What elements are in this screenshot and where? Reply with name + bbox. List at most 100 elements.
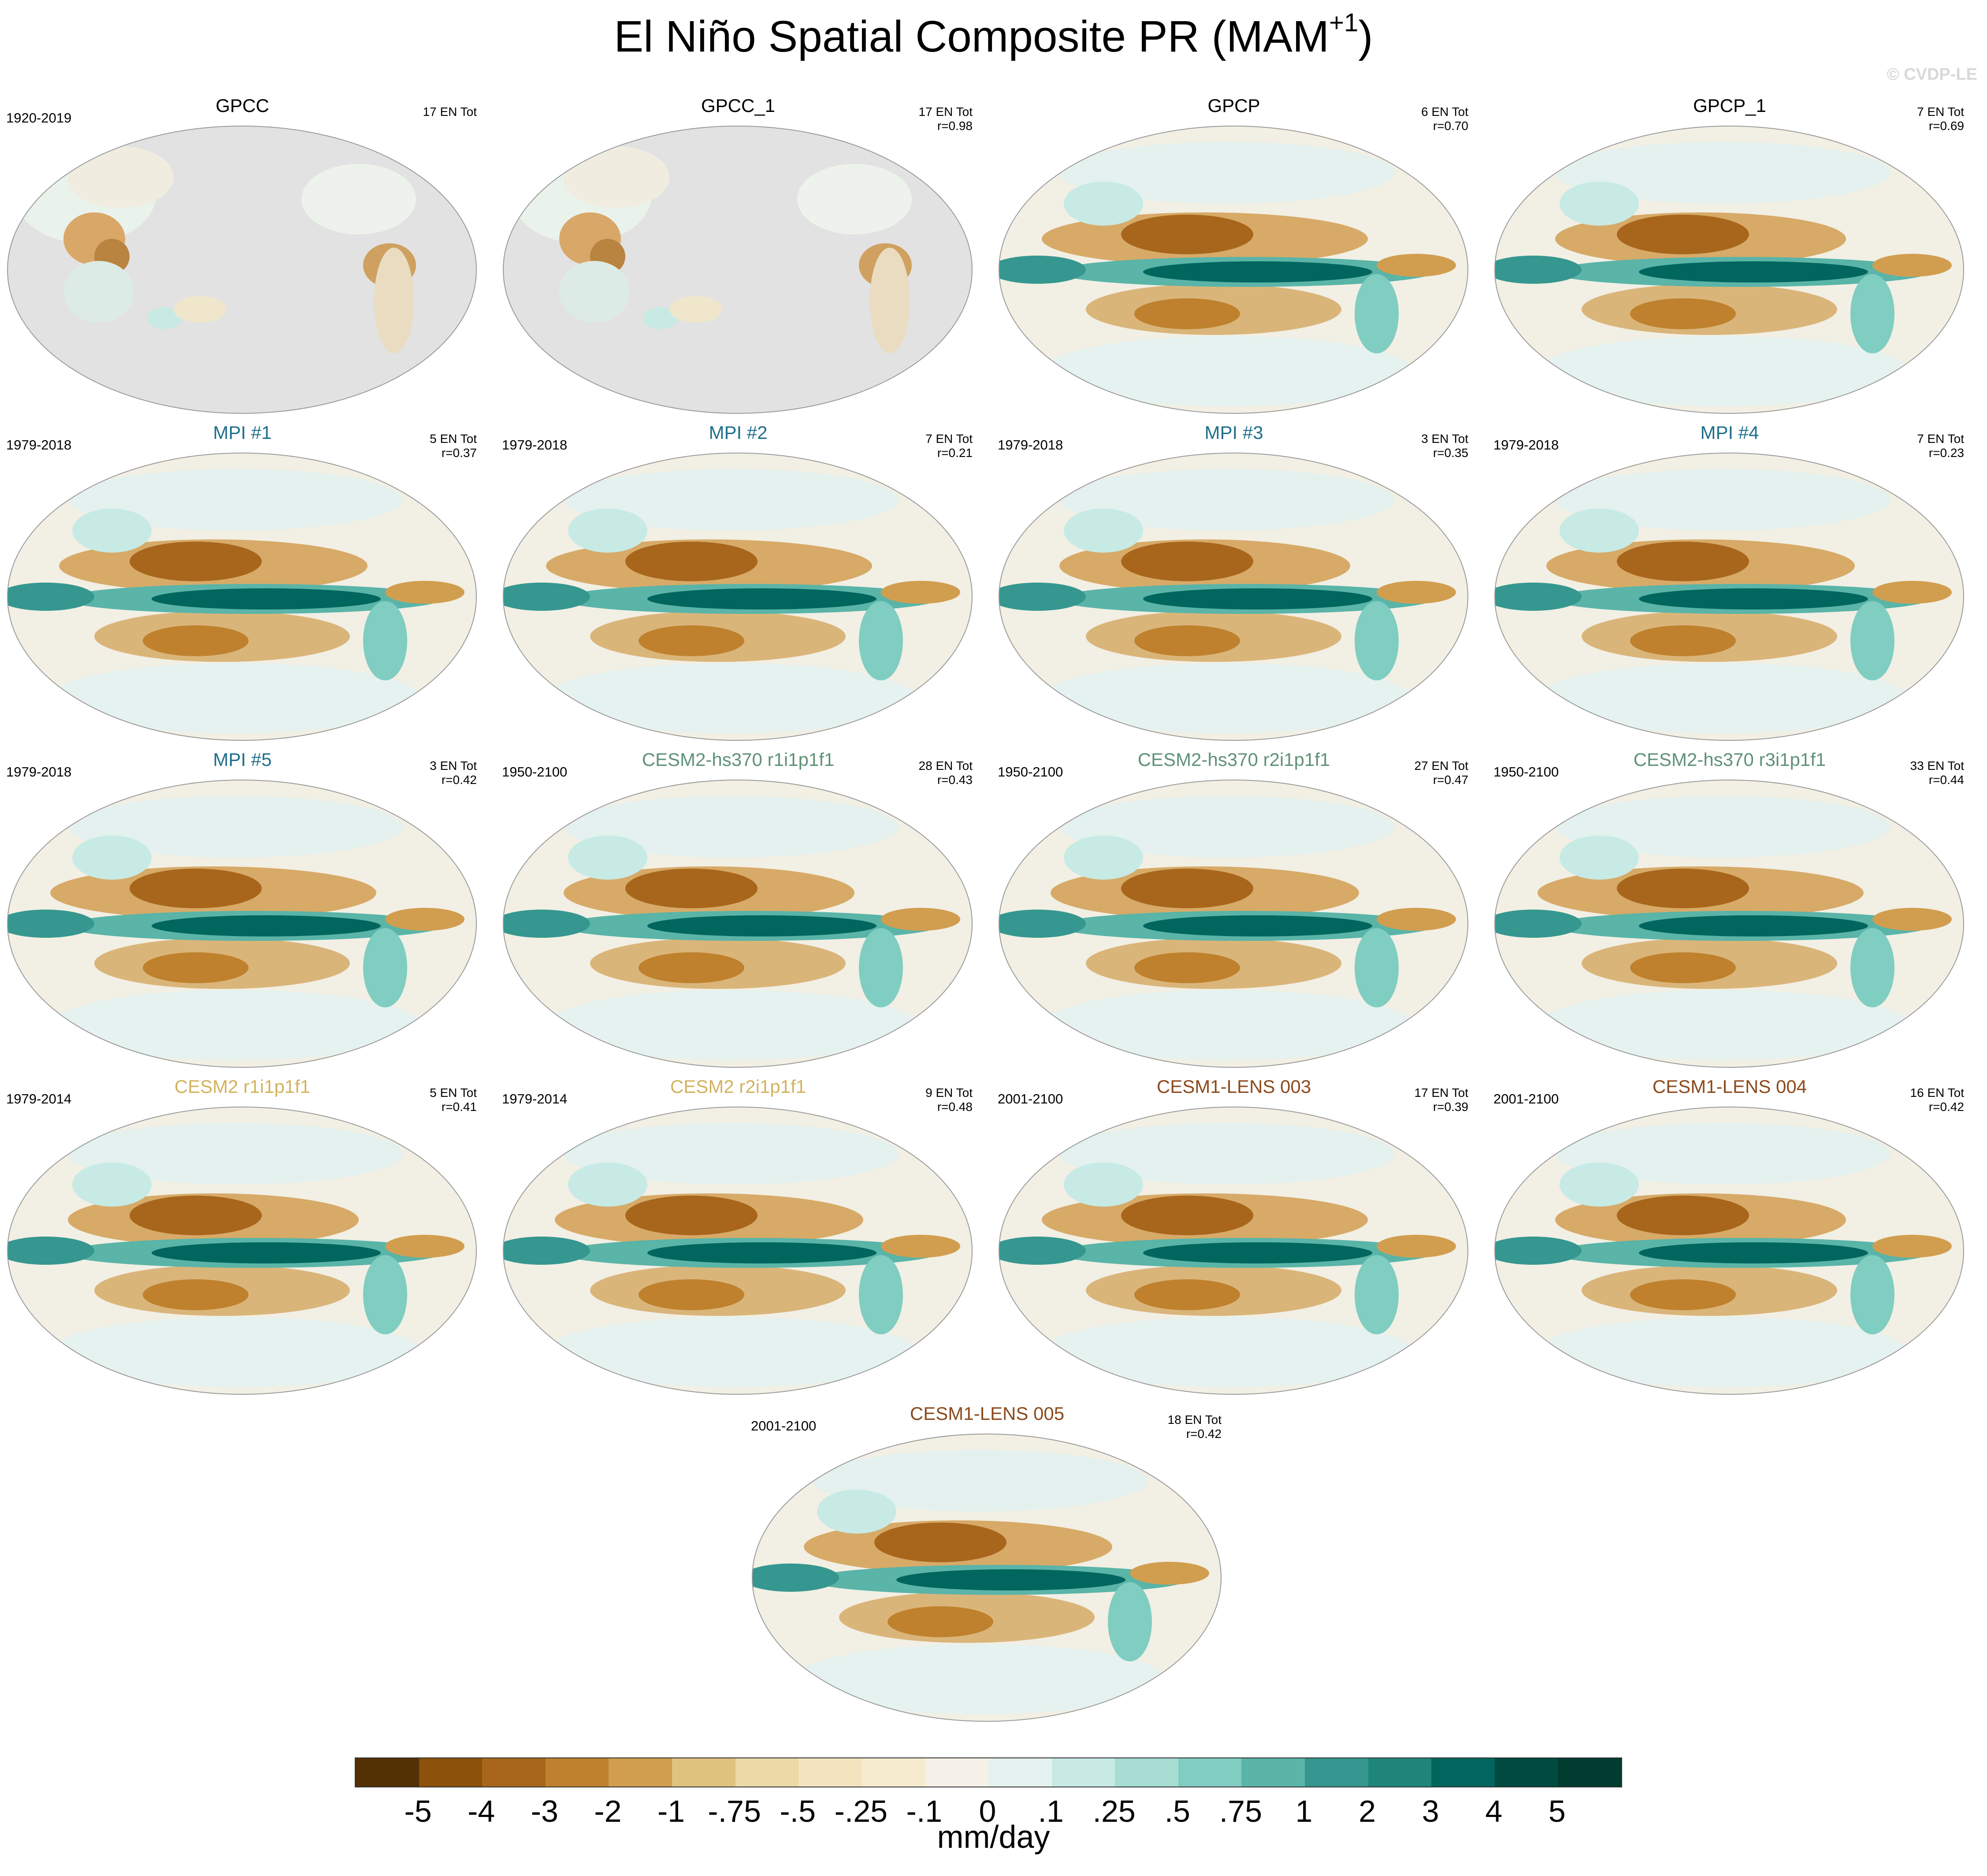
asia-wet-patch xyxy=(72,836,152,880)
asia-wet-patch xyxy=(1560,509,1639,553)
indian-ocean-wet xyxy=(503,583,590,611)
panel-event-count: 9 EN Tot xyxy=(925,1086,973,1100)
equatorial-wet-core xyxy=(1639,588,1868,609)
north-dry-core xyxy=(625,869,758,908)
map-border xyxy=(752,1434,1222,1722)
north-teal-band xyxy=(68,796,403,858)
colorbar-swatch xyxy=(1494,1758,1558,1787)
north-teal-band xyxy=(1555,469,1890,531)
south-dry-core xyxy=(143,952,249,983)
map-border xyxy=(999,780,1468,1068)
colorbar-swatch xyxy=(609,1758,672,1787)
panel-event-count: 5 EN Tot xyxy=(430,432,477,446)
panel-title: CESM1-LENS 003 xyxy=(1156,1076,1311,1097)
equatorial-wet-core xyxy=(647,1242,877,1263)
north-teal-band xyxy=(813,1450,1148,1512)
asia-wet-patch xyxy=(1064,509,1143,553)
land-region-4 xyxy=(63,261,134,323)
panel-correlation: r=0.21 xyxy=(937,446,973,460)
south-dry-core xyxy=(1134,298,1240,329)
south-teal-band xyxy=(1042,336,1412,406)
asia-wet-patch xyxy=(1560,182,1639,226)
south-america-wet xyxy=(1355,601,1399,680)
colorbar-tick-label: 2 xyxy=(1359,1794,1376,1828)
atlantic-dry xyxy=(385,1235,464,1258)
panel-years: 1979-2018 xyxy=(998,437,1063,453)
south-america-wet xyxy=(859,928,903,1007)
north-teal-band xyxy=(1059,1123,1394,1185)
colorbar-tick-label: -1 xyxy=(657,1794,685,1828)
land-region-4 xyxy=(559,261,630,323)
panel-correlation: r=0.44 xyxy=(1928,773,1964,787)
panel-event-count: 33 EN Tot xyxy=(1910,759,1964,773)
north-dry-core xyxy=(1617,215,1749,254)
panel-title: MPI #2 xyxy=(709,422,768,443)
panel-stats: 5 EN Tot r=0.37 xyxy=(430,432,477,460)
colorbar-swatch xyxy=(1304,1758,1368,1787)
north-dry-core xyxy=(1121,869,1253,908)
colorbar-swatch xyxy=(1178,1758,1242,1787)
panel-stats: 17 EN Tot r=0.39 xyxy=(1415,1086,1468,1114)
north-dry-core xyxy=(1121,215,1253,254)
indian-ocean-wet xyxy=(503,1237,590,1265)
atlantic-dry xyxy=(1872,254,1952,277)
panel-title: CESM2 r2i1p1f1 xyxy=(670,1076,806,1097)
atlantic-dry xyxy=(1872,581,1952,604)
south-dry-core xyxy=(1630,952,1736,983)
atlantic-dry xyxy=(385,908,464,931)
composite-panel: GPCP_1 7 EN Tot r=0.69 xyxy=(1487,93,1972,419)
panel-title: CESM1-LENS 004 xyxy=(1652,1076,1807,1097)
panel-event-count: 6 EN Tot xyxy=(1421,105,1468,119)
map-panel-4 xyxy=(7,453,477,741)
panel-years: 2001-2100 xyxy=(998,1091,1063,1107)
equatorial-wet-core xyxy=(1143,915,1372,936)
equatorial-wet-core xyxy=(1639,1242,1868,1263)
north-teal-band xyxy=(1555,142,1890,204)
map-border xyxy=(1494,126,1964,414)
composite-panel: MPI #1 1979-2018 5 EN Tot r=0.37 xyxy=(0,420,485,746)
panel-event-count: 3 EN Tot xyxy=(430,759,477,773)
north-teal-band xyxy=(564,1123,899,1185)
colorbar-tick-label: 4 xyxy=(1485,1794,1503,1828)
atlantic-dry xyxy=(1377,254,1456,277)
north-dry-core xyxy=(625,542,758,581)
south-teal-band xyxy=(546,990,916,1060)
south-teal-band xyxy=(1538,1317,1908,1387)
land-region-5 xyxy=(643,307,678,329)
map-border xyxy=(1494,780,1964,1068)
atlantic-dry xyxy=(881,581,960,604)
equatorial-wet-core xyxy=(1143,588,1372,609)
asia-wet-patch xyxy=(72,509,152,553)
colorbar-swatch xyxy=(1241,1758,1305,1787)
map-panel-1 xyxy=(503,126,973,414)
atlantic-dry xyxy=(1872,908,1952,931)
panel-event-count: 18 EN Tot xyxy=(1167,1413,1222,1427)
indian-ocean-wet xyxy=(7,910,94,938)
asia-wet-patch xyxy=(568,509,647,553)
watermark: © CVDP-LE xyxy=(1887,65,1977,84)
indian-ocean-wet xyxy=(752,1564,839,1592)
atlantic-dry xyxy=(1872,1235,1952,1258)
colorbar-units: mm/day xyxy=(937,1820,1050,1855)
land-region-1 xyxy=(68,146,174,208)
panel-stats: 16 EN Tot r=0.42 xyxy=(1910,1086,1964,1114)
figure-title: El Niño Spatial Composite PR (MAM+1) xyxy=(614,8,1373,61)
panel-title: MPI #5 xyxy=(213,749,272,770)
equatorial-wet-core xyxy=(152,588,381,609)
equatorial-wet-core xyxy=(896,1569,1125,1590)
map-panel-6 xyxy=(999,453,1468,741)
colorbar-tick-label: -.5 xyxy=(780,1794,816,1828)
indian-ocean-wet xyxy=(999,583,1086,611)
south-america-wet xyxy=(363,1255,407,1334)
panel-event-count: 5 EN Tot xyxy=(430,1086,477,1100)
atlantic-dry xyxy=(1377,908,1456,931)
colorbar-tick-label: -5 xyxy=(404,1794,432,1828)
south-dry-core xyxy=(143,625,249,656)
panel-years: 1950-2100 xyxy=(998,764,1063,780)
south-dry-core xyxy=(1630,625,1736,656)
south-dry-core xyxy=(1134,625,1240,656)
equatorial-wet-core xyxy=(152,915,381,936)
panel-title: MPI #3 xyxy=(1204,422,1263,443)
map-border xyxy=(503,453,973,741)
panel-event-count: 28 EN Tot xyxy=(918,759,973,773)
